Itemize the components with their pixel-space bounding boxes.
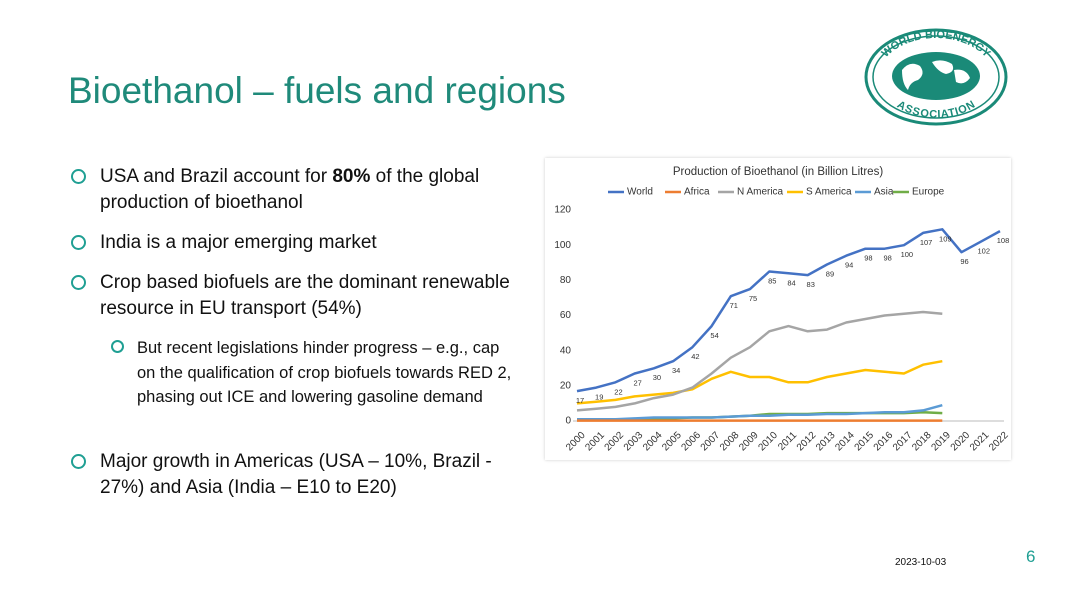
slide-title: Bioethanol – fuels and regions — [68, 70, 566, 111]
legend-label: World — [627, 187, 653, 198]
x-tick-label: 2008 — [718, 430, 742, 454]
legend-label: Europe — [912, 187, 945, 198]
data-label: 100 — [901, 250, 914, 259]
x-tick-label: 2001 — [583, 430, 607, 454]
x-tick-label: 2011 — [776, 430, 799, 453]
chart: Production of Bioethanol (in Billion Lit… — [545, 158, 1011, 460]
x-tick-label: 2013 — [814, 430, 838, 454]
x-tick-label: 2006 — [680, 430, 704, 454]
x-tick-label: 2014 — [833, 430, 857, 454]
y-tick-label: 40 — [560, 345, 572, 356]
x-tick-label: 2012 — [795, 430, 819, 454]
page-number: 6 — [1026, 547, 1036, 566]
data-label: 94 — [845, 261, 853, 270]
sub-bullet: But recent legislations hinder progress … — [111, 336, 522, 410]
bullet-text: of the global production of bioethanol — [100, 166, 480, 213]
data-label: 17 — [576, 396, 584, 405]
series-line — [576, 228, 1001, 393]
logo: WORLD BIOENERGY ASSOCIATION — [864, 28, 1008, 126]
date: 2023-10-03 — [895, 557, 947, 568]
y-tick-label: 80 — [560, 275, 572, 286]
x-tick-label: 2005 — [660, 430, 684, 454]
y-tick-label: 120 — [554, 205, 571, 216]
x-tick-label: 2004 — [641, 430, 665, 454]
bullet: Crop based biofuels are the dominant ren… — [71, 270, 510, 322]
x-tick-label: 2020 — [949, 430, 973, 454]
data-label: 84 — [787, 278, 795, 287]
x-tick-label: 2003 — [622, 430, 646, 454]
x-tick-label: 2000 — [564, 430, 588, 454]
logo-ring-inner — [872, 35, 1000, 119]
data-label: 108 — [997, 236, 1010, 245]
bullet: USA and Brazil account for 80% of the gl… — [71, 164, 540, 216]
x-tick-label: 2015 — [853, 430, 877, 454]
data-label: 71 — [730, 301, 738, 310]
logo-continents — [902, 60, 970, 90]
bullet: Major growth in Americas (USA – 10%, Bra… — [71, 449, 530, 501]
x-tick-label: 2002 — [603, 430, 627, 454]
x-tick-label: 2009 — [737, 430, 761, 454]
data-label: 42 — [691, 352, 699, 361]
bullet-text: USA and Brazil account for — [100, 166, 328, 187]
legend-label: N America — [737, 187, 784, 198]
x-tick-label: 2007 — [699, 430, 723, 454]
bullet-bold: 80% — [332, 166, 371, 187]
x-tick-label: 2016 — [872, 430, 896, 454]
data-label: 85 — [768, 277, 776, 286]
y-tick-label: 0 — [565, 416, 571, 427]
data-label: 107 — [920, 238, 933, 247]
data-label: 89 — [826, 269, 834, 278]
y-tick-label: 20 — [560, 380, 572, 391]
data-label: 96 — [960, 257, 968, 266]
data-label: 102 — [978, 247, 991, 256]
data-label: 98 — [864, 254, 872, 263]
data-label: 19 — [595, 393, 603, 402]
x-tick-label: 2010 — [756, 430, 780, 454]
series-line — [576, 359, 943, 405]
series-line — [577, 403, 943, 421]
x-tick-label: 2018 — [910, 430, 934, 454]
legend-label: S America — [806, 187, 852, 198]
data-label: 109 — [939, 234, 952, 243]
y-tick-label: 100 — [554, 240, 571, 251]
data-label: 27 — [634, 379, 642, 388]
x-tick-label: 2022 — [987, 430, 1011, 454]
data-label: 98 — [883, 254, 891, 263]
data-label: 34 — [672, 366, 680, 375]
data-label: 83 — [807, 280, 815, 289]
data-label: 75 — [749, 294, 757, 303]
data-label: 22 — [614, 387, 622, 396]
series-line — [576, 310, 943, 412]
chart-title: Production of Bioethanol (in Billion Lit… — [673, 166, 883, 178]
bullet: India is a major emerging market — [71, 230, 540, 256]
x-tick-label: 2017 — [891, 430, 915, 454]
data-label: 30 — [653, 373, 661, 382]
legend-label: Asia — [874, 187, 894, 198]
x-tick-label: 2021 — [968, 430, 992, 454]
data-label: 54 — [710, 331, 718, 340]
x-tick-label: 2019 — [929, 430, 953, 454]
y-tick-label: 60 — [560, 310, 572, 321]
legend-label: Africa — [684, 187, 710, 198]
